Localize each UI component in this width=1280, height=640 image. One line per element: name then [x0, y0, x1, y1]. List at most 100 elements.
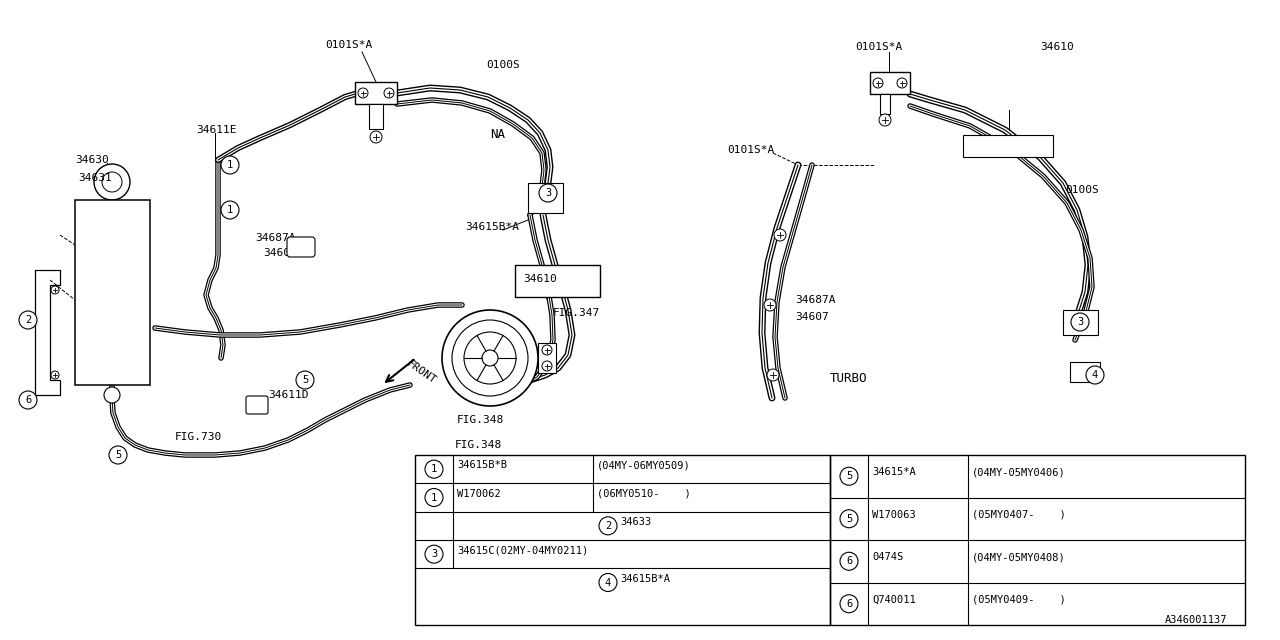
Circle shape [104, 387, 120, 403]
Text: 3: 3 [431, 549, 438, 559]
Text: 34687A: 34687A [795, 295, 836, 305]
Circle shape [599, 517, 617, 535]
Text: FIG.730: FIG.730 [175, 432, 223, 442]
Circle shape [221, 156, 239, 174]
Circle shape [764, 299, 776, 311]
Circle shape [774, 229, 786, 241]
Text: 5: 5 [846, 471, 852, 481]
Circle shape [109, 446, 127, 464]
Text: 34687A: 34687A [255, 233, 296, 243]
Circle shape [19, 391, 37, 409]
Text: 2: 2 [605, 521, 611, 531]
Circle shape [452, 320, 529, 396]
Bar [1062, 310, 1098, 335]
Text: 34615*B: 34615*B [965, 143, 1012, 153]
Text: W170063: W170063 [872, 509, 915, 520]
Text: (04MY-05MY0408): (04MY-05MY0408) [972, 552, 1066, 563]
Text: 0474S: 0474S [872, 552, 904, 563]
Text: 34631: 34631 [78, 173, 111, 183]
Polygon shape [35, 270, 60, 395]
Circle shape [840, 595, 858, 612]
Bar [829, 455, 1245, 625]
Circle shape [873, 78, 883, 88]
Circle shape [51, 371, 59, 379]
Text: 34615C(02MY-04MY0211): 34615C(02MY-04MY0211) [457, 545, 589, 555]
Bar [515, 265, 600, 297]
Text: 34611E: 34611E [196, 125, 237, 135]
Circle shape [358, 88, 369, 98]
Text: 34607: 34607 [795, 312, 828, 322]
Text: 34615B*A: 34615B*A [465, 222, 518, 232]
Circle shape [370, 131, 381, 143]
Circle shape [425, 460, 443, 478]
Bar [538, 343, 556, 373]
Text: 5: 5 [846, 514, 852, 524]
Text: 6: 6 [846, 556, 852, 566]
Bar [963, 135, 1053, 157]
Circle shape [767, 369, 780, 381]
Text: A346001137: A346001137 [1165, 615, 1228, 625]
Text: 0101S*A: 0101S*A [325, 40, 372, 50]
Text: NA: NA [490, 128, 506, 141]
Circle shape [102, 172, 122, 192]
Text: TURBO: TURBO [829, 372, 868, 385]
Circle shape [483, 350, 498, 366]
Circle shape [840, 509, 858, 528]
Text: (04MY-05MY0406): (04MY-05MY0406) [972, 467, 1066, 477]
Circle shape [541, 361, 552, 371]
Text: (05MY0409-    ): (05MY0409- ) [972, 595, 1066, 605]
Text: 34607: 34607 [262, 248, 297, 258]
Text: 3: 3 [545, 188, 552, 198]
Bar [529, 183, 563, 213]
Circle shape [840, 552, 858, 570]
Text: 34615*A: 34615*A [872, 467, 915, 477]
Circle shape [1085, 366, 1103, 384]
Text: 4: 4 [605, 577, 611, 588]
Text: Q740011: Q740011 [872, 595, 915, 605]
Text: 0101S*A: 0101S*A [855, 42, 902, 52]
Text: (05MY0407-    ): (05MY0407- ) [972, 509, 1066, 520]
Circle shape [1071, 313, 1089, 331]
Circle shape [879, 114, 891, 126]
Text: 34630: 34630 [76, 155, 109, 165]
Text: 5: 5 [115, 450, 122, 460]
Text: 4: 4 [1092, 370, 1098, 380]
Text: 0101S*A: 0101S*A [727, 145, 774, 155]
Circle shape [897, 78, 908, 88]
Bar [355, 82, 397, 104]
Circle shape [384, 88, 394, 98]
Text: FIG.348: FIG.348 [454, 440, 502, 450]
Circle shape [541, 345, 552, 355]
Text: FIG.347: FIG.347 [553, 308, 600, 318]
Circle shape [442, 310, 538, 406]
Circle shape [465, 332, 516, 384]
Text: 2: 2 [24, 315, 31, 325]
Circle shape [425, 545, 443, 563]
Circle shape [93, 164, 131, 200]
Text: 1: 1 [431, 493, 438, 502]
Text: 34611D: 34611D [268, 390, 308, 400]
Bar [881, 94, 890, 114]
Text: 1: 1 [227, 160, 233, 170]
Text: 34633: 34633 [620, 517, 652, 527]
Bar [76, 200, 150, 385]
Text: 1: 1 [431, 464, 438, 474]
Text: 34610: 34610 [1039, 42, 1074, 52]
Text: 34610: 34610 [524, 274, 557, 284]
Bar [415, 455, 829, 625]
Bar [1070, 362, 1100, 382]
Text: 3: 3 [1076, 317, 1083, 327]
Circle shape [599, 573, 617, 591]
Circle shape [19, 311, 37, 329]
Bar [870, 72, 910, 94]
Text: 6: 6 [24, 395, 31, 405]
Text: FRONT: FRONT [404, 358, 438, 385]
Bar [369, 104, 383, 129]
FancyBboxPatch shape [246, 396, 268, 414]
Circle shape [539, 184, 557, 202]
Circle shape [425, 488, 443, 506]
Text: 0100S: 0100S [486, 60, 520, 70]
Text: (06MY0510-    ): (06MY0510- ) [596, 488, 691, 499]
FancyBboxPatch shape [287, 237, 315, 257]
Circle shape [221, 201, 239, 219]
